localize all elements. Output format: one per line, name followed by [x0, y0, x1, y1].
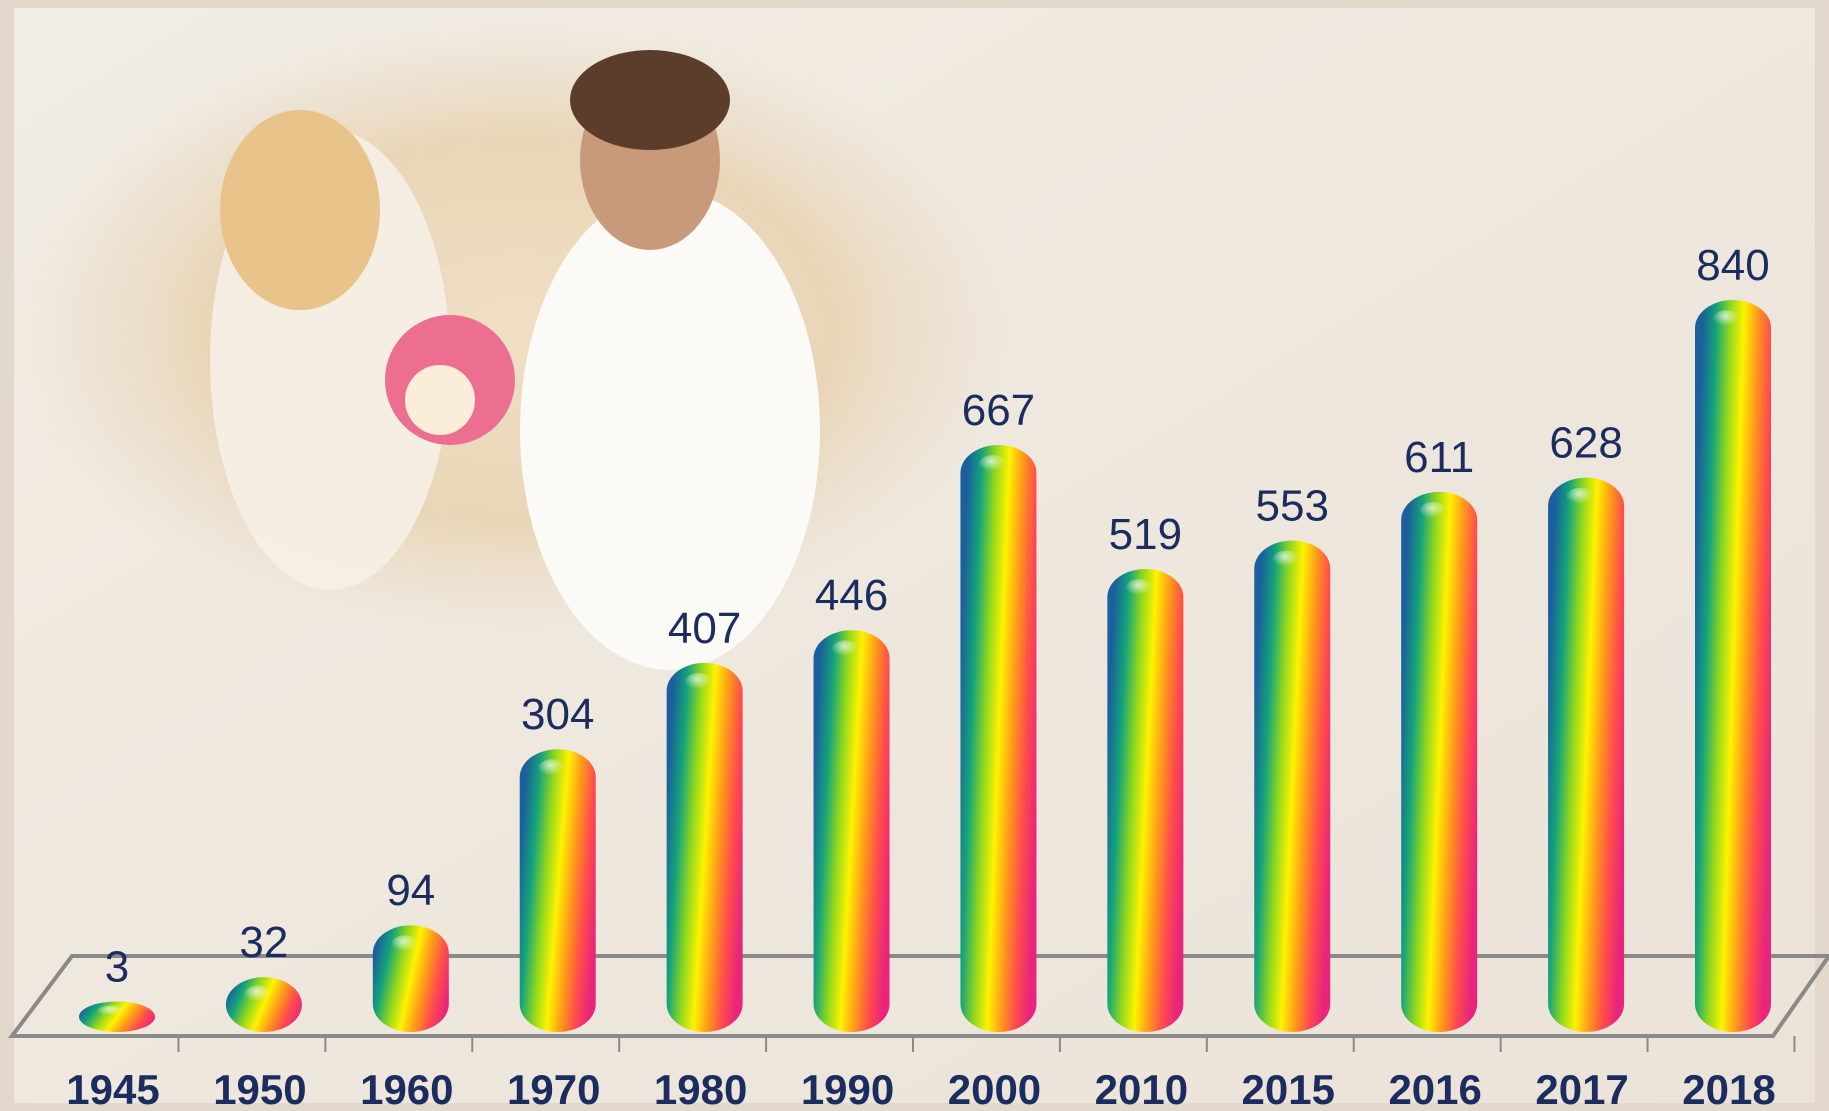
bar-highlight — [1125, 579, 1153, 599]
value-label: 446 — [815, 571, 888, 620]
value-label: 407 — [668, 604, 741, 653]
x-tick-label: 1970 — [507, 1066, 600, 1111]
x-tick-label: 1980 — [654, 1066, 747, 1111]
bar-highlight — [244, 985, 272, 1005]
x-tick-label: 1945 — [66, 1066, 159, 1111]
value-label: 94 — [386, 866, 435, 915]
value-label: 32 — [239, 918, 288, 967]
bar — [667, 663, 743, 1032]
value-label: 553 — [1256, 482, 1329, 531]
value-label: 611 — [1404, 433, 1474, 482]
bar — [1401, 492, 1477, 1032]
bar — [814, 630, 890, 1032]
x-tick-label: 2016 — [1388, 1066, 1481, 1111]
bar — [960, 445, 1036, 1032]
x-tick-label: 2015 — [1242, 1066, 1335, 1111]
bar — [1695, 300, 1771, 1032]
value-label: 667 — [962, 386, 1035, 435]
value-label: 3 — [105, 942, 129, 991]
x-tick-label: 2010 — [1095, 1066, 1188, 1111]
bar — [1254, 541, 1330, 1032]
x-tick-label: 2018 — [1682, 1066, 1775, 1111]
bar-highlight — [978, 455, 1006, 475]
chart: 3 1945 32 1950 94 1960 304 1970 407 1980 446 1990 66… — [0, 0, 1829, 1111]
bar-highlight — [685, 673, 713, 693]
bar-highlight — [538, 759, 566, 779]
x-tick-label: 2000 — [948, 1066, 1041, 1111]
bar-highlight — [1713, 310, 1741, 330]
bar-highlight — [1272, 551, 1300, 571]
bar-highlight — [97, 1006, 125, 1018]
bar-highlight — [832, 640, 860, 660]
value-label: 840 — [1696, 241, 1769, 290]
bar — [1548, 478, 1624, 1032]
bar — [1107, 569, 1183, 1032]
bar-highlight — [1419, 502, 1447, 522]
value-label: 628 — [1549, 419, 1622, 468]
x-tick-label: 1960 — [360, 1066, 453, 1111]
value-label: 519 — [1109, 510, 1182, 559]
x-tick-label: 2017 — [1535, 1066, 1628, 1111]
bar-highlight — [1566, 488, 1594, 508]
x-tick-label: 1950 — [213, 1066, 306, 1111]
page: {"chart_data": {"type": "bar", "categori… — [0, 0, 1829, 1111]
value-label: 304 — [521, 690, 594, 739]
bar — [520, 749, 596, 1032]
bar-highlight — [391, 935, 419, 955]
x-tick-label: 1990 — [801, 1066, 894, 1111]
bar — [226, 977, 302, 1032]
